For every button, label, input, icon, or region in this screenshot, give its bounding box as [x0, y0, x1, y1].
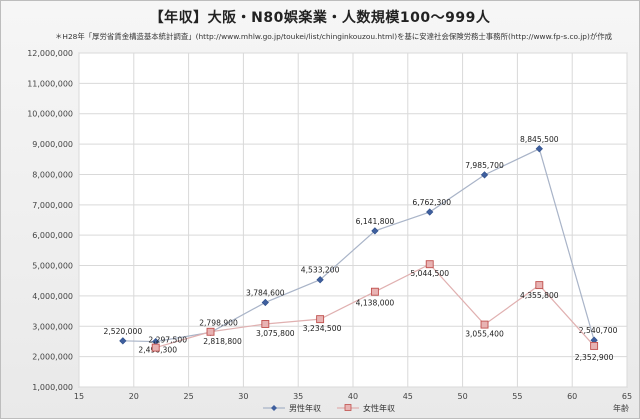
data-label: 3,055,400 — [465, 330, 504, 339]
data-label: 4,355,800 — [520, 291, 559, 300]
data-point-female — [261, 320, 270, 328]
data-point-male — [426, 208, 434, 216]
data-label: 7,985,700 — [465, 161, 504, 170]
data-label: 2,818,800 — [203, 337, 242, 346]
data-point-female — [316, 315, 325, 324]
y-tick-label: 6,000,000 — [32, 231, 73, 240]
data-label: 2,540,700 — [579, 326, 618, 335]
y-tick-label: 3,000,000 — [32, 322, 73, 331]
data-point-female — [370, 287, 379, 296]
series-line-male — [122, 147, 595, 343]
data-label: 6,141,800 — [356, 217, 395, 226]
data-label: 5,044,500 — [410, 269, 449, 278]
chart-subtitle: ＊H28年「厚労省賃金構造基本統計調査」(http://www.mhlw.go.… — [55, 32, 613, 41]
data-label: 2,352,900 — [575, 353, 614, 362]
data-label: 8,845,500 — [520, 135, 559, 144]
y-tick-label: 4,000,000 — [32, 292, 73, 301]
data-point-female — [590, 341, 599, 350]
y-tick-label: 9,000,000 — [32, 140, 73, 149]
x-tick-label: 60 — [567, 392, 577, 401]
x-tick-label: 25 — [184, 392, 194, 401]
data-point-female — [151, 343, 160, 352]
x-tick-label: 30 — [238, 392, 248, 401]
data-label: 6,762,300 — [412, 198, 451, 207]
x-tick-label: 40 — [348, 392, 358, 401]
data-point-female — [535, 281, 544, 290]
legend-label-male: 男性年収 — [289, 403, 321, 413]
x-axis-label: 年齢 — [613, 403, 629, 413]
chart-title: 【年収】大阪・N80娯楽業・人数規模100〜999人 — [149, 10, 491, 26]
y-tick-label: 5,000,000 — [32, 262, 73, 271]
y-tick-label: 2,000,000 — [32, 353, 73, 362]
data-point-female — [206, 327, 215, 336]
data-point-male — [119, 337, 127, 345]
y-tick-label: 1,000,000 — [32, 383, 73, 392]
data-point-male — [371, 227, 379, 235]
data-point-male — [316, 276, 324, 284]
data-point-female — [480, 320, 489, 329]
data-label: 2,297,500 — [148, 336, 187, 345]
data-point-male — [535, 145, 543, 153]
y-tick-label: 8,000,000 — [32, 170, 73, 179]
data-label: 3,784,600 — [246, 288, 285, 297]
data-label: 2,520,000 — [104, 327, 143, 336]
x-tick-label: 65 — [622, 392, 632, 401]
data-label: 3,075,800 — [256, 329, 295, 338]
data-label: 4,138,000 — [356, 299, 395, 308]
y-tick-label: 11,000,000 — [27, 79, 73, 88]
legend-label-female: 女性年収 — [363, 403, 395, 413]
x-tick-label: 55 — [512, 392, 522, 401]
x-tick-label: 50 — [458, 392, 468, 401]
y-tick-label: 7,000,000 — [32, 201, 73, 210]
data-label: 3,234,500 — [303, 324, 342, 333]
legend-marker-male — [271, 405, 277, 411]
data-point-male — [480, 171, 489, 179]
data-point-female — [425, 260, 434, 269]
y-tick-label: 10,000,000 — [27, 110, 73, 119]
data-label: 2,798,900 — [199, 318, 238, 327]
x-tick-label: 35 — [293, 392, 303, 401]
data-label: 4,533,200 — [301, 266, 340, 275]
x-tick-label: 45 — [403, 392, 413, 401]
data-point-male — [261, 298, 269, 307]
x-tick-label: 20 — [129, 392, 139, 401]
legend-marker-female — [344, 404, 352, 411]
x-tick-label: 15 — [74, 392, 84, 401]
y-tick-label: 12,000,000 — [27, 49, 73, 58]
